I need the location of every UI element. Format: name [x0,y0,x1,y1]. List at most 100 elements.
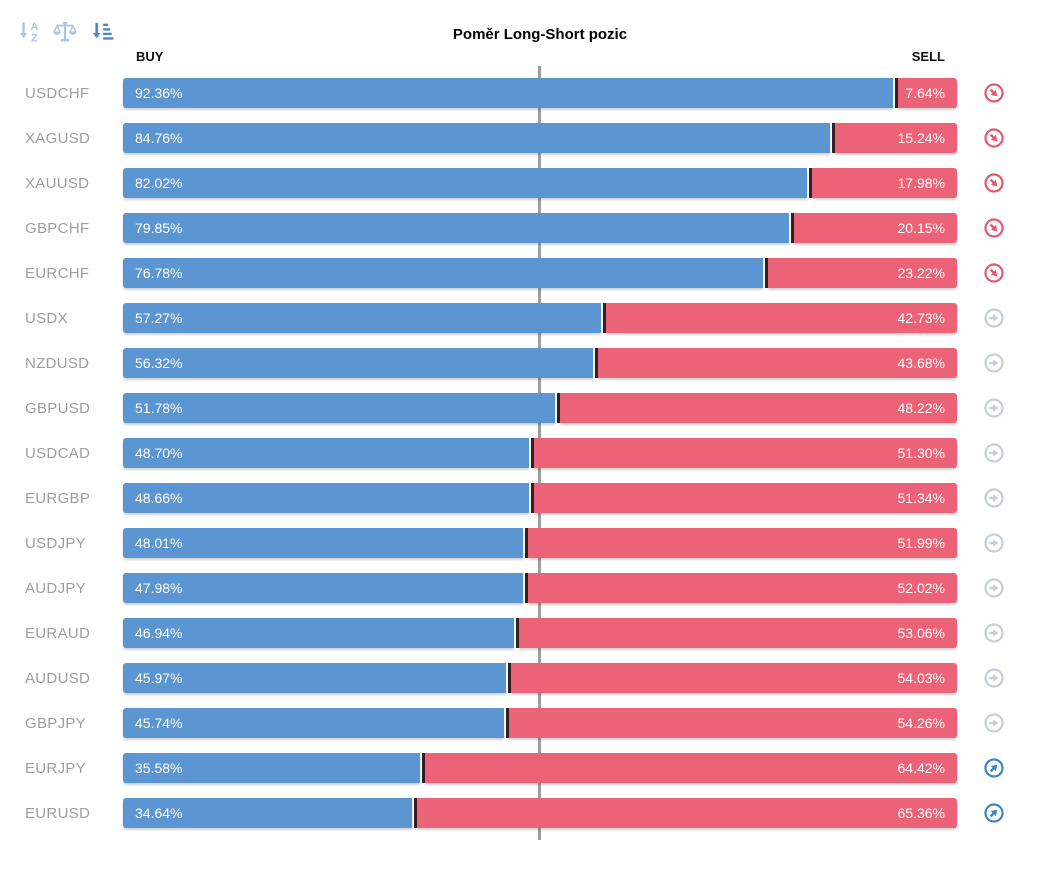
bar-divider [525,528,529,558]
table-row: EURCHF 76.78% 23.22% [0,258,1039,288]
sell-bar-value: 7.64% [905,85,945,101]
bar-divider [530,483,534,513]
buy-bar-value: 35.58% [135,760,183,776]
pair-label: EURGBP [25,489,91,507]
table-row: GBPJPY 45.74% 54.26% [0,708,1039,738]
sell-bar-value: 51.99% [897,535,945,551]
balance-scale-icon[interactable] [50,16,80,46]
trend-icon[interactable] [983,127,1005,149]
sort-alphabetical-icon[interactable]: A Z [14,16,44,46]
buy-bar: 45.97% [123,663,507,693]
bar-divider [421,753,425,783]
bar-divider [516,618,520,648]
bar-divider [594,348,598,378]
buy-bar: 46.94% [123,618,515,648]
bar-divider [506,708,510,738]
ratio-bar: 92.36% 7.64% [123,78,957,108]
sell-bar-value: 23.22% [897,265,945,281]
trend-icon[interactable] [983,667,1005,689]
sell-bar: 42.73% [605,303,957,333]
sell-bar: 17.98% [812,168,957,198]
pair-label: AUDJPY [25,579,86,597]
sell-bar: 7.64% [898,78,957,108]
trend-icon[interactable] [983,532,1005,554]
trend-icon[interactable] [983,262,1005,284]
trend-icon[interactable] [983,802,1005,824]
ratio-bar: 45.97% 54.03% [123,663,957,693]
svg-text:Z: Z [31,32,38,44]
chart-rows: USDCHF 92.36% 7.64% XAGUSD 84.76% [0,78,1039,843]
buy-bar-value: 47.98% [135,580,183,596]
sell-bar-value: 51.34% [897,490,945,506]
trend-icon[interactable] [983,307,1005,329]
table-row: USDX 57.27% 42.73% [0,303,1039,333]
buy-bar-value: 51.78% [135,400,183,416]
ratio-bar: 84.76% 15.24% [123,123,957,153]
trend-icon[interactable] [983,82,1005,104]
table-row: AUDJPY 47.98% 52.02% [0,573,1039,603]
sell-bar-value: 64.42% [897,760,945,776]
trend-icon[interactable] [983,217,1005,239]
buy-bar: 35.58% [123,753,420,783]
trend-icon[interactable] [983,487,1005,509]
bar-divider [831,123,835,153]
buy-bar: 57.27% [123,303,601,333]
bar-divider [765,258,769,288]
pair-label: EURCHF [25,264,90,282]
pair-label: EURUSD [25,804,91,822]
trend-icon[interactable] [983,712,1005,734]
pair-label: USDCHF [25,84,90,102]
buy-bar-value: 76.78% [135,265,183,281]
ratio-bar: 51.78% 48.22% [123,393,957,423]
buy-bar-value: 45.97% [135,670,183,686]
buy-bar: 47.98% [123,573,524,603]
sell-bar: 15.24% [834,123,957,153]
sort-amount-desc-icon[interactable] [86,16,116,46]
ratio-bar: 45.74% 54.26% [123,708,957,738]
ratio-bar: 48.01% 51.99% [123,528,957,558]
pair-label: AUDUSD [25,669,91,687]
buy-bar-value: 48.66% [135,490,183,506]
trend-icon[interactable] [983,352,1005,374]
buy-bar-value: 92.36% [135,85,183,101]
buy-bar-value: 56.32% [135,355,183,371]
bar-divider [508,663,512,693]
buy-bar: 34.64% [123,798,412,828]
sell-bar: 54.26% [509,708,957,738]
table-row: USDCAD 48.70% 51.30% [0,438,1039,468]
ratio-bar: 48.70% 51.30% [123,438,957,468]
buy-bar-value: 46.94% [135,625,183,641]
table-row: GBPCHF 79.85% 20.15% [0,213,1039,243]
trend-icon[interactable] [983,442,1005,464]
sell-bar: 20.15% [793,213,957,243]
trend-icon[interactable] [983,397,1005,419]
pair-label: EURJPY [25,759,86,777]
ratio-bar: 48.66% 51.34% [123,483,957,513]
buy-bar: 45.74% [123,708,505,738]
sell-bar: 51.34% [533,483,957,513]
buy-bar: 48.66% [123,483,529,513]
pair-label: GBPUSD [25,399,91,417]
sell-bar-value: 54.03% [897,670,945,686]
pair-label: USDJPY [25,534,86,552]
ratio-bar: 46.94% 53.06% [123,618,957,648]
ratio-bar: 79.85% 20.15% [123,213,957,243]
sell-bar: 23.22% [768,258,957,288]
trend-icon[interactable] [983,577,1005,599]
sell-bar-value: 51.30% [897,445,945,461]
table-row: EURGBP 48.66% 51.34% [0,483,1039,513]
sell-bar-value: 52.02% [897,580,945,596]
sell-bar: 65.36% [416,798,957,828]
table-row: EURUSD 34.64% 65.36% [0,798,1039,828]
trend-icon[interactable] [983,622,1005,644]
sell-bar-value: 53.06% [897,625,945,641]
table-row: NZDUSD 56.32% 43.68% [0,348,1039,378]
table-row: GBPUSD 51.78% 48.22% [0,393,1039,423]
buy-bar: 79.85% [123,213,789,243]
table-row: USDCHF 92.36% 7.64% [0,78,1039,108]
buy-bar: 92.36% [123,78,894,108]
trend-icon[interactable] [983,172,1005,194]
trend-icon[interactable] [983,757,1005,779]
pair-label: EURAUD [25,624,91,642]
sell-bar-value: 43.68% [897,355,945,371]
